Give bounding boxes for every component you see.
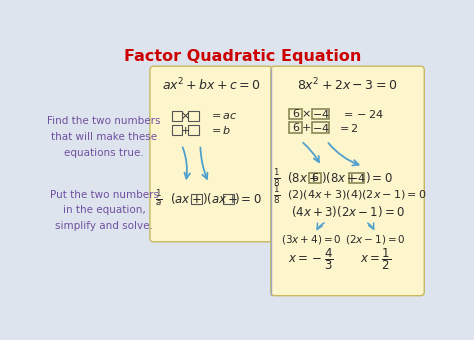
- Text: $8x^2 + 2x - 3 = 0$: $8x^2 + 2x - 3 = 0$: [297, 77, 398, 94]
- FancyBboxPatch shape: [150, 66, 273, 242]
- Text: 6: 6: [292, 109, 299, 119]
- Text: $\times$: $\times$: [180, 111, 190, 121]
- FancyBboxPatch shape: [223, 194, 234, 204]
- Text: $(2x-1)=0$: $(2x-1)=0$: [345, 233, 406, 246]
- FancyBboxPatch shape: [188, 125, 199, 135]
- FancyBboxPatch shape: [271, 66, 424, 296]
- Text: $(8x+$: $(8x+$: [287, 170, 319, 185]
- Text: $)(ax+$: $)(ax+$: [202, 191, 238, 206]
- Text: $)=0$: $)=0$: [365, 170, 392, 185]
- Text: $\times$: $\times$: [301, 109, 310, 119]
- Text: $-4$: $-4$: [311, 108, 329, 120]
- Text: $= -24$: $= -24$: [341, 108, 383, 120]
- Text: $(2)(4x+3)(4)(2x-1)=0$: $(2)(4x+3)(4)(2x-1)=0$: [287, 188, 427, 201]
- Text: Put the two numbers
in the equation,
simplify and solve.: Put the two numbers in the equation, sim…: [50, 190, 159, 231]
- Text: $x = -\dfrac{4}{3}$: $x = -\dfrac{4}{3}$: [288, 246, 334, 272]
- Text: $\frac{1}{a}$: $\frac{1}{a}$: [155, 188, 162, 209]
- Text: $(4x+3)(2x-1)=0$: $(4x+3)(2x-1)=0$: [291, 204, 405, 219]
- FancyBboxPatch shape: [289, 122, 302, 133]
- Text: $= ac$: $= ac$: [209, 111, 237, 121]
- FancyBboxPatch shape: [172, 125, 182, 135]
- FancyBboxPatch shape: [172, 111, 182, 121]
- Text: $\frac{1}{8}$: $\frac{1}{8}$: [273, 184, 281, 206]
- FancyBboxPatch shape: [312, 122, 328, 133]
- Text: 6: 6: [292, 123, 299, 133]
- Text: $+$: $+$: [180, 125, 190, 136]
- Text: $ax^2 + bx + c = 0$: $ax^2 + bx + c = 0$: [162, 77, 261, 94]
- Text: $)=0$: $)=0$: [234, 191, 261, 206]
- Text: $+$: $+$: [301, 122, 311, 133]
- Text: 6: 6: [311, 173, 319, 183]
- Text: $(ax+$: $(ax+$: [170, 191, 202, 206]
- Text: $-4$: $-4$: [311, 122, 329, 134]
- Text: $= b$: $= b$: [209, 124, 231, 136]
- FancyBboxPatch shape: [289, 108, 302, 119]
- Text: $= 2$: $= 2$: [337, 122, 358, 134]
- FancyBboxPatch shape: [309, 173, 321, 183]
- FancyBboxPatch shape: [191, 194, 202, 204]
- Text: $x = \dfrac{1}{2}$: $x = \dfrac{1}{2}$: [360, 246, 391, 272]
- Text: Factor Quadratic Equation: Factor Quadratic Equation: [124, 49, 362, 64]
- FancyBboxPatch shape: [188, 111, 199, 121]
- Text: Find the two numbers
that will make these
equations true.: Find the two numbers that will make thes…: [47, 116, 161, 158]
- Text: $)(8x+$: $)(8x+$: [321, 170, 358, 185]
- FancyBboxPatch shape: [312, 108, 328, 119]
- FancyBboxPatch shape: [349, 173, 364, 183]
- Text: $(3x+4)=0$: $(3x+4)=0$: [281, 233, 341, 246]
- Text: $-4$: $-4$: [348, 172, 366, 184]
- Text: $\frac{1}{8}$: $\frac{1}{8}$: [273, 167, 281, 189]
